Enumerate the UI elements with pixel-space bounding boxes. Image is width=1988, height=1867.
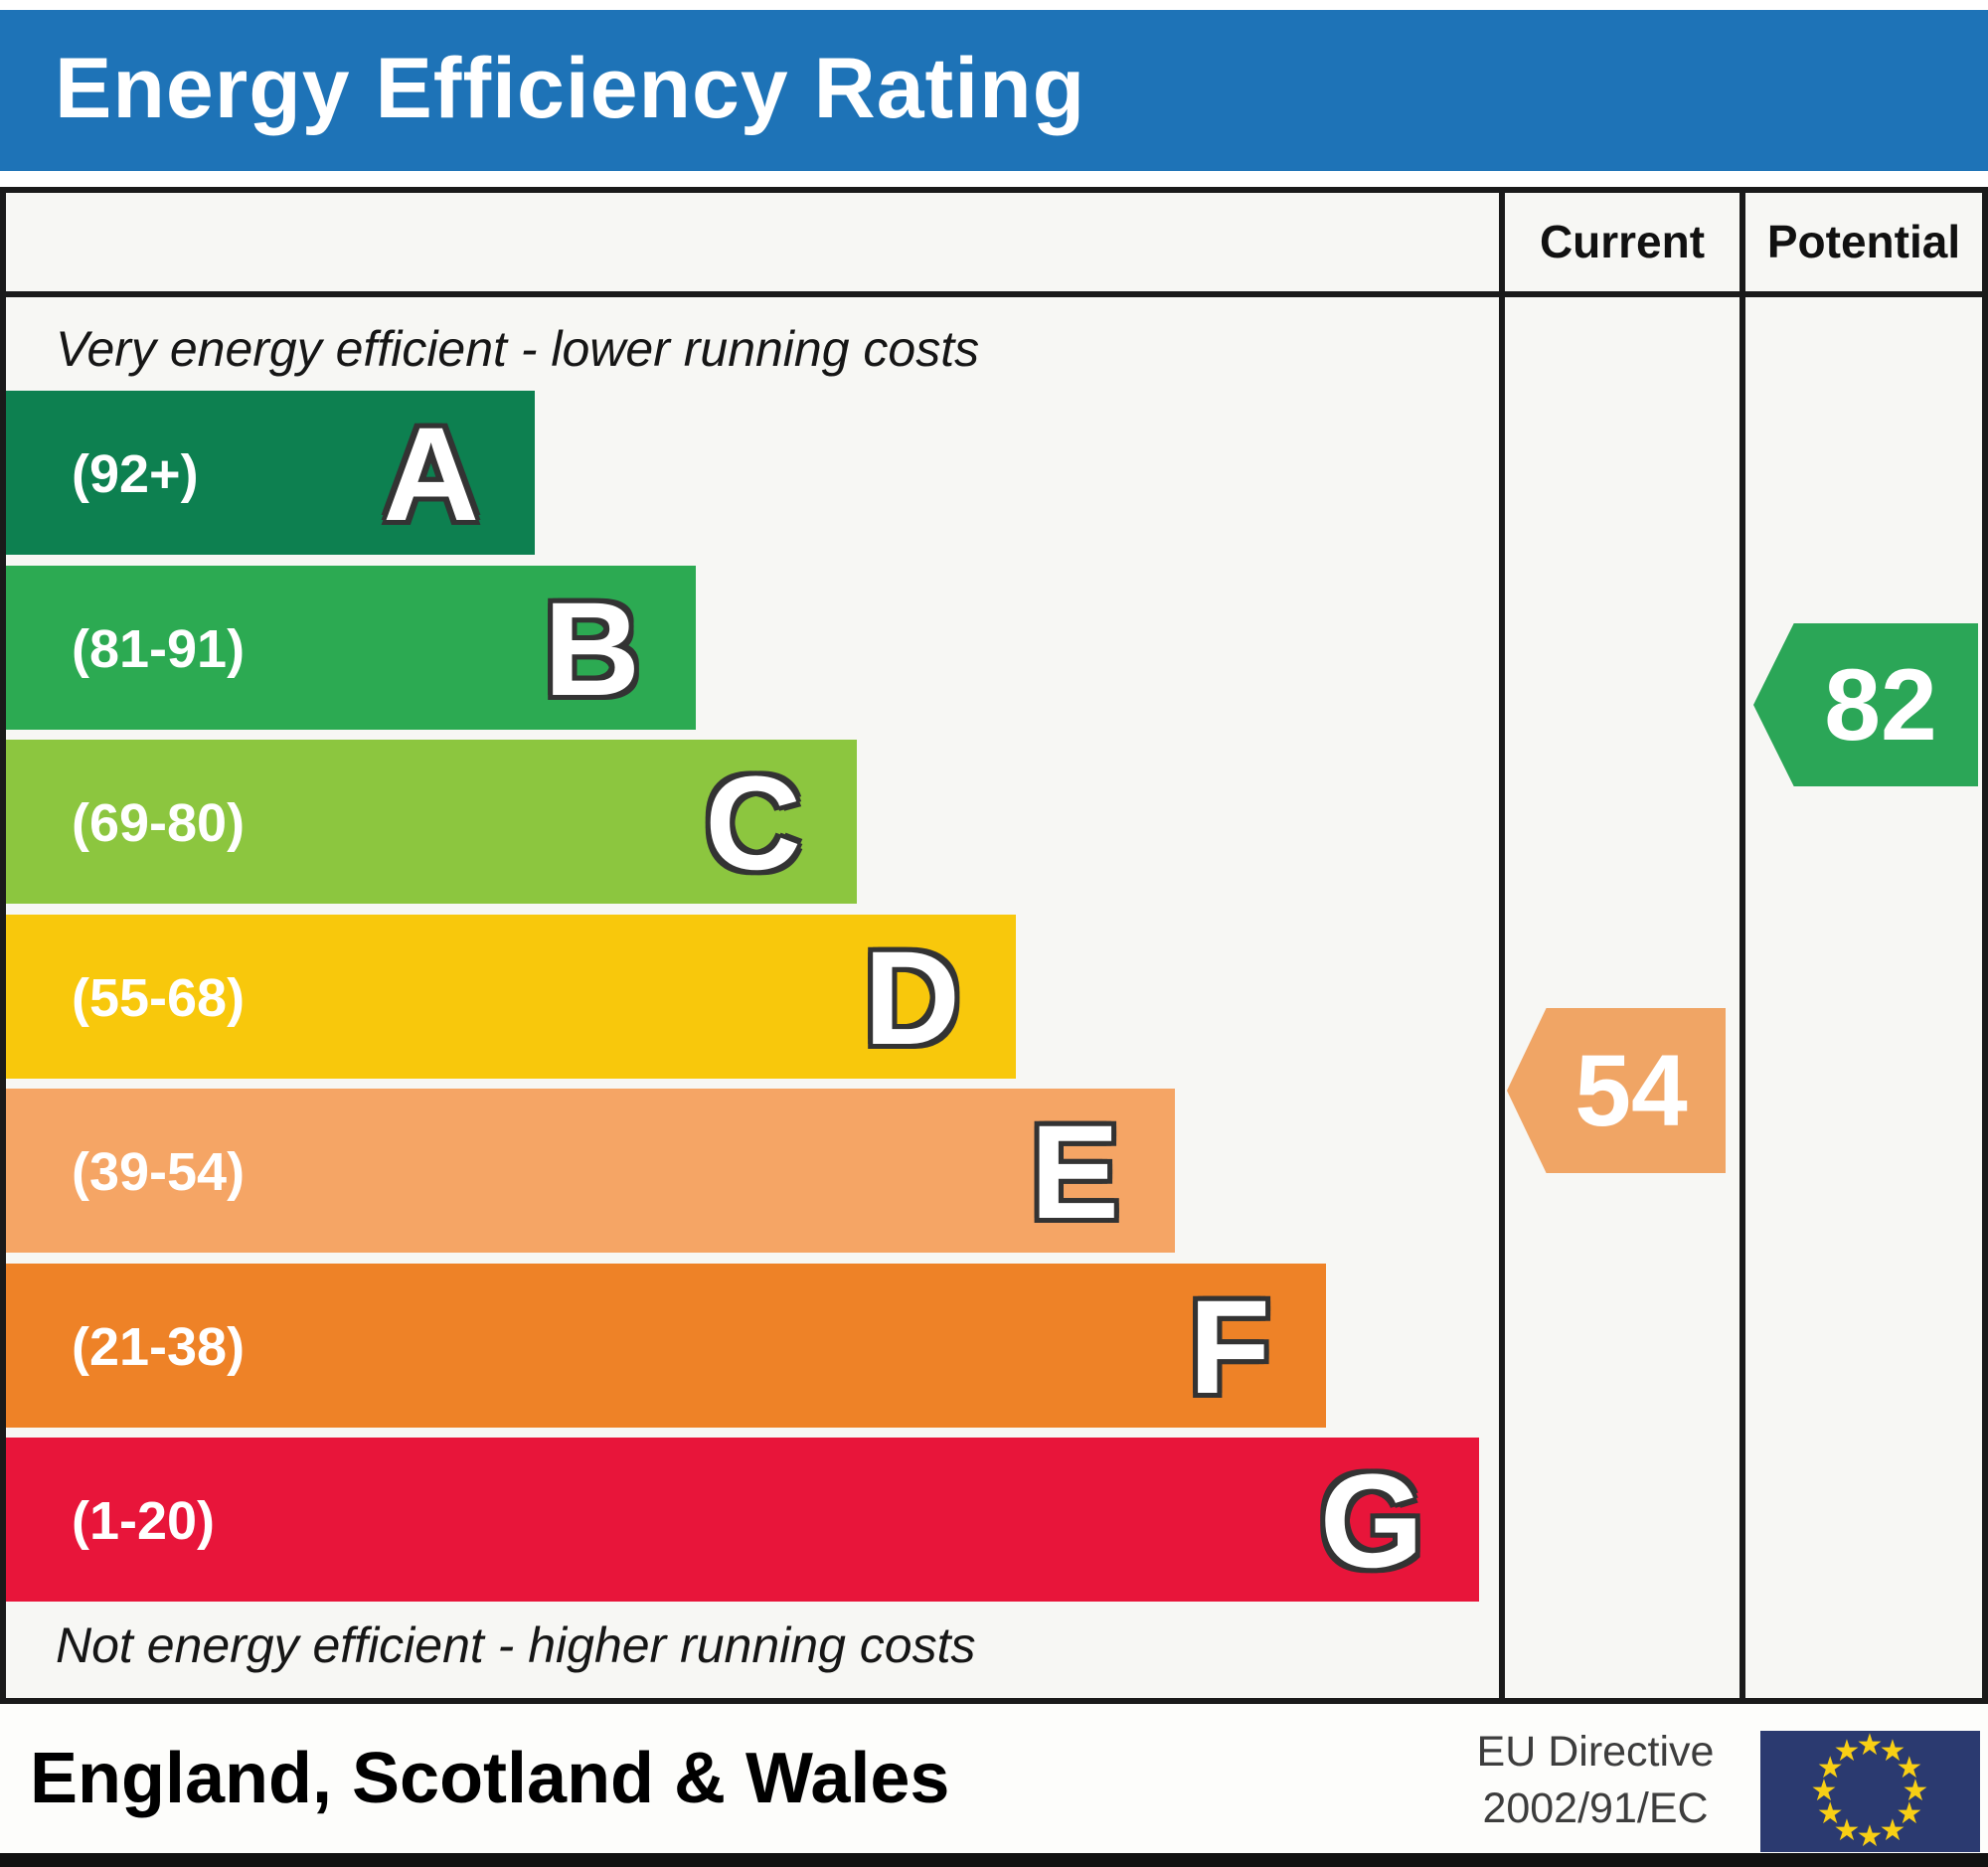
eu-flag-star: ★ <box>1856 1728 1884 1763</box>
region-label: England, Scotland & Wales <box>30 1739 950 1818</box>
eu-flag-star: ★ <box>1896 1751 1923 1785</box>
eu-flag-star: ★ <box>1879 1812 1906 1848</box>
band-row: (39-54) E <box>6 1089 1175 1253</box>
rating-table: Current Potential Very energy efficient … <box>0 187 1988 1704</box>
band-letter: D <box>864 925 960 1073</box>
band-letter: C <box>705 750 801 898</box>
eu-flag-star: ★ <box>1856 1819 1884 1854</box>
current-rating-value: 54 <box>1574 1033 1688 1147</box>
band-range-label: (55-68) <box>72 968 246 1028</box>
footer: England, Scotland & Wales EU Directive 2… <box>0 1704 1988 1867</box>
band-letter: E <box>1030 1099 1119 1247</box>
band-range-label: (1-20) <box>72 1491 216 1551</box>
eu-flag-star: ★ <box>1810 1774 1838 1808</box>
band-range-label: (21-38) <box>72 1317 246 1377</box>
band-range-label: (81-91) <box>72 619 246 679</box>
band-row: (55-68) D <box>6 915 1016 1079</box>
current-rating-arrow: 54 <box>1507 1008 1726 1173</box>
title-bar: Energy Efficiency Rating <box>0 10 1988 171</box>
column-header-current: Current <box>1539 216 1706 267</box>
top-efficiency-note: Very energy efficient - lower running co… <box>56 321 980 377</box>
band-row: (21-38) F <box>6 1264 1326 1428</box>
column-divider-current <box>1499 193 1505 1698</box>
eu-directive-line1: EU Directive <box>1476 1728 1715 1776</box>
eu-flag-star: ★ <box>1902 1774 1929 1808</box>
eu-flag-star: ★ <box>1879 1734 1906 1770</box>
potential-rating-value: 82 <box>1824 647 1937 762</box>
band-row: (69-80) C <box>6 740 857 904</box>
column-header-potential: Potential <box>1766 216 1961 267</box>
band-row: (1-20) G <box>6 1438 1479 1602</box>
band-letter: B <box>544 576 640 724</box>
column-divider-potential <box>1740 193 1745 1698</box>
eu-directive-label: EU Directive 2002/91/EC <box>1446 1724 1744 1837</box>
page-title: Energy Efficiency Rating <box>55 41 1086 136</box>
band-letter: A <box>383 401 479 549</box>
eu-directive-line2: 2002/91/EC <box>1482 1784 1709 1832</box>
eu-flag-star: ★ <box>1896 1796 1923 1831</box>
potential-rating-arrow: 82 <box>1753 623 1978 786</box>
band-range-label: (39-54) <box>72 1142 246 1202</box>
bottom-efficiency-note: Not energy efficient - higher running co… <box>56 1617 976 1673</box>
band-row: (92+) A <box>6 391 535 555</box>
eu-flag-star: ★ <box>1833 1812 1861 1848</box>
band-letter: F <box>1189 1273 1270 1422</box>
header-row-divider <box>6 291 1982 297</box>
eu-flag-star: ★ <box>1816 1796 1844 1831</box>
eu-flag-star: ★ <box>1833 1734 1861 1770</box>
eu-flag-star: ★ <box>1816 1751 1844 1785</box>
band-row: (81-91) B <box>6 566 696 730</box>
band-range-label: (69-80) <box>72 793 246 853</box>
band-range-label: (92+) <box>72 444 199 504</box>
eu-flag: ★ ★ ★ ★ ★ ★ ★ ★ ★ ★ ★ ★ <box>1760 1731 1980 1852</box>
band-letter: G <box>1319 1447 1423 1596</box>
